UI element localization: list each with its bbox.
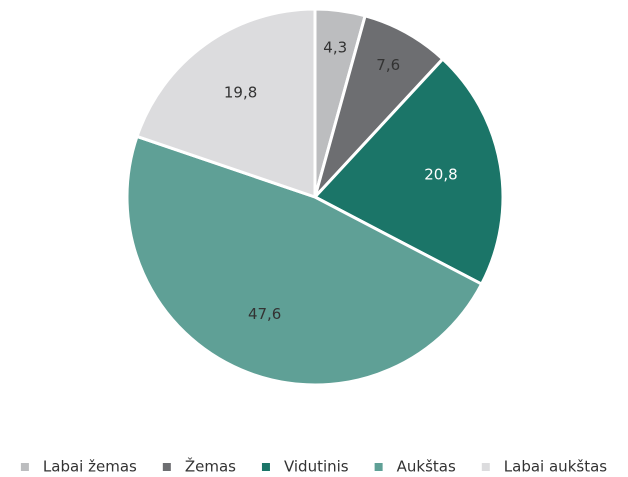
slice-label: 4,3 bbox=[323, 38, 347, 56]
slice-label: 7,6 bbox=[376, 56, 400, 74]
legend-label: Vidutinis bbox=[284, 458, 349, 476]
legend-label: Labai aukštas bbox=[504, 458, 607, 476]
legend-swatch bbox=[162, 463, 171, 471]
legend-label: Aukštas bbox=[397, 458, 456, 476]
slice-label: 20,8 bbox=[424, 166, 457, 184]
pie-slice bbox=[125, 134, 484, 387]
legend-swatch bbox=[374, 463, 383, 471]
legend-swatch bbox=[261, 463, 270, 471]
pie-slice bbox=[135, 7, 317, 200]
legend-swatch bbox=[481, 463, 490, 471]
legend-label: Labai žemas bbox=[43, 458, 137, 476]
pie-slice bbox=[312, 56, 505, 287]
slice-label: 19,8 bbox=[224, 84, 257, 102]
legend-swatch bbox=[20, 463, 29, 471]
slice-label: 47,6 bbox=[248, 305, 281, 323]
legend-label: Žemas bbox=[185, 457, 236, 476]
